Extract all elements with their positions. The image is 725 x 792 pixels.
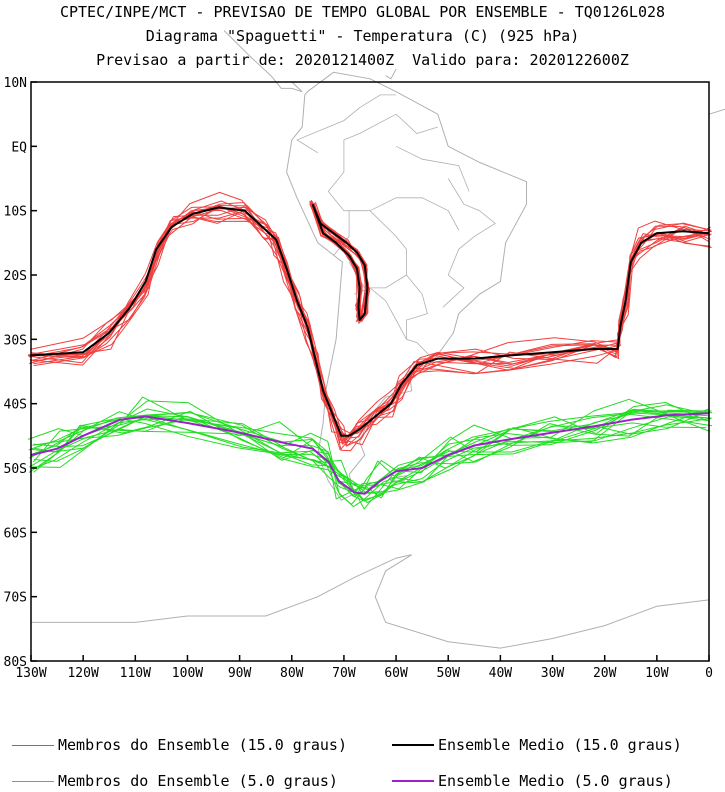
x-tick-label: 70W — [332, 666, 356, 681]
legend-item: Ensemble Medio (5.0 graus) — [392, 772, 673, 790]
coastline-africa — [708, 108, 725, 115]
y-tick-label: EQ — [11, 140, 27, 155]
country-border — [406, 274, 433, 359]
x-tick-label: 130W — [15, 666, 46, 681]
x-tick-label: 90W — [228, 666, 252, 681]
legend-swatch — [12, 780, 54, 782]
coastline-antarctica — [31, 554, 710, 649]
country-border — [333, 210, 350, 256]
ensemble-member-5-12 — [29, 411, 707, 510]
country-border — [327, 113, 438, 289]
country-border — [369, 197, 460, 231]
legend-label: Ensemble Medio (15.0 graus) — [438, 736, 682, 754]
ensemble-member-15-1 — [27, 208, 710, 446]
ensemble-member-5-9 — [32, 408, 710, 494]
x-tick-label: 0 — [705, 666, 713, 681]
y-tick-label: 20S — [4, 269, 27, 284]
x-tick-label: 110W — [120, 666, 151, 681]
x-tick-label: 60W — [384, 666, 408, 681]
ensemble-mean-5 — [30, 412, 710, 495]
coastline-islands — [385, 68, 397, 80]
y-tick-label: 70S — [4, 591, 27, 606]
legend-item: Membros do Ensemble (5.0 graus) — [12, 772, 338, 790]
ensemble-members — [27, 191, 713, 510]
main-title: CPTEC/INPE/MCT - PREVISAO DE TEMPO GLOBA… — [59, 3, 666, 21]
y-tick-label: 80S — [4, 655, 27, 670]
ensemble-member-15-9 — [28, 206, 708, 439]
x-tick-label: 10W — [645, 666, 669, 681]
chart-subtitle: Diagrama "Spaguetti" - Temperatura (C) (… — [145, 27, 580, 45]
legend-label: Membros do Ensemble (5.0 graus) — [58, 772, 338, 790]
ensemble-member-5-1 — [27, 398, 711, 498]
ensemble-member-5-6 — [32, 396, 707, 496]
legend-item: Ensemble Medio (15.0 graus) — [392, 736, 682, 754]
ensemble-member-15-3 — [29, 211, 711, 447]
x-tick-label: 20W — [593, 666, 617, 681]
ensemble-member-15-13 — [28, 205, 710, 444]
legend-label: Ensemble Medio (5.0 graus) — [438, 772, 673, 790]
ensemble-member-15-8 — [29, 206, 711, 439]
legend: Membros do Ensemble (15.0 graus) Ensemble… — [0, 730, 725, 792]
ensemble-mean-15 — [30, 206, 710, 437]
legend-swatch — [392, 780, 434, 782]
country-border — [442, 178, 496, 308]
coastline-map — [31, 30, 725, 649]
ensemble-mean-15-andes — [311, 203, 369, 321]
y-tick-label: 10S — [4, 205, 27, 220]
title-block: CPTEC/INPE/MCT - PREVISAO DE TEMPO GLOBA… — [0, 0, 725, 72]
ensemble-member-5-8 — [33, 404, 707, 494]
y-tick-label: 30S — [4, 333, 27, 348]
forecast-dates: Previsao a partir de: 2020121400Z Valido… — [96, 51, 629, 69]
country-border — [395, 145, 470, 192]
ensemble-member-5-14 — [28, 412, 709, 491]
ensemble-means — [30, 203, 710, 495]
legend-item: Membros do Ensemble (15.0 graus) — [12, 736, 347, 754]
legend-swatch — [392, 744, 434, 746]
legend-label: Membros do Ensemble (15.0 graus) — [58, 736, 347, 754]
coastline-central-america — [223, 30, 303, 93]
plot-frame — [30, 81, 710, 662]
x-tick-label: 40W — [489, 666, 513, 681]
x-tick-label: 120W — [67, 666, 98, 681]
ensemble-member-15-14 — [32, 200, 712, 435]
x-tick-label: 100W — [172, 666, 203, 681]
ensemble-member-5-15 — [32, 410, 710, 490]
y-tick-label: 10N — [4, 76, 27, 91]
y-tick-label: 60S — [4, 526, 27, 541]
ensemble-member-15-15 — [31, 202, 711, 437]
y-tick-label: 50S — [4, 462, 27, 477]
legend-swatch — [12, 744, 54, 746]
country-border — [296, 94, 397, 154]
y-tick-label: 40S — [4, 398, 27, 413]
x-tick-label: 50W — [436, 666, 460, 681]
coastline-falklands — [390, 475, 408, 482]
x-tick-label: 80W — [280, 666, 304, 681]
x-tick-label: 30W — [541, 666, 565, 681]
ensemble-member-15-6 — [28, 206, 712, 437]
